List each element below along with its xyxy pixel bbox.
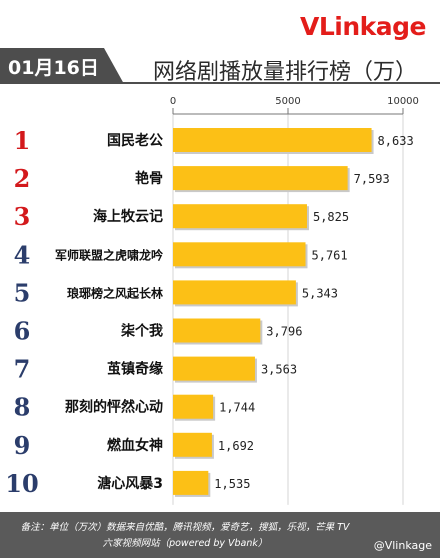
bar [173, 204, 307, 229]
tick-label: 0 [170, 96, 176, 107]
bar [173, 394, 214, 419]
weibo-watermark: @Vlinkage [373, 539, 432, 552]
category-label: 海上牧云记 [93, 208, 163, 225]
bar [173, 166, 348, 191]
chart-title: 网络剧播放量排行榜（万） [153, 60, 418, 85]
rank-number: 2 [14, 164, 31, 193]
rank-number: 7 [14, 355, 31, 384]
footer-note-line1: 备注：单位（万次）数据来自优酷，腾讯视频，爱奇艺，搜狐，乐视，芒果 TV [20, 522, 350, 533]
category-label: 溏心风暴3 [97, 475, 163, 492]
bar [173, 356, 255, 381]
value-label: 1,535 [214, 477, 250, 491]
rank-number: 4 [14, 240, 31, 269]
category-label: 军师联盟之虎啸龙吟 [55, 247, 163, 262]
logo-age: age [375, 12, 427, 41]
value-label: 5,825 [313, 210, 349, 224]
value-label: 7,593 [354, 172, 390, 186]
value-label: 8,633 [378, 134, 414, 148]
bar [173, 280, 296, 305]
tick-label: 10000 [387, 96, 419, 107]
bar [173, 242, 306, 267]
bar [173, 128, 372, 152]
date-label: 01月16日 [8, 57, 99, 79]
date-tab: 01月16日 [0, 48, 440, 84]
rank-number: 10 [5, 469, 38, 498]
value-label: 3,796 [266, 325, 302, 339]
footer: 备注：单位（万次）数据来自优酷，腾讯视频，爱奇艺，搜狐，乐视，芒果 TV 六家视… [0, 512, 440, 558]
bar [173, 432, 212, 457]
category-label: 琅琊榜之风起长林 [67, 285, 163, 300]
logo-v: V [299, 12, 319, 41]
rank-number: 9 [14, 431, 31, 460]
value-label: 1,744 [219, 401, 255, 415]
rank-number: 5 [14, 278, 31, 307]
value-label: 5,761 [312, 248, 348, 262]
bar [173, 318, 261, 343]
tick-label: 5000 [275, 96, 300, 107]
category-label: 那刻的怦然心动 [65, 399, 163, 416]
bar [173, 470, 209, 495]
value-label: 5,343 [302, 286, 338, 300]
rank-number: 8 [14, 393, 31, 422]
category-label: 艳骨 [135, 170, 163, 187]
value-label: 1,692 [218, 439, 254, 453]
vlinkage-logo: VLinkage [299, 12, 427, 42]
category-label: 国民老公 [107, 132, 163, 149]
date-tab-shape [0, 48, 440, 84]
category-label: 燃血女神 [107, 437, 163, 454]
category-label: 茧镇奇缘 [107, 361, 163, 378]
bar-chart: 0 5000 10000 1 国民老公 8,633 2 艳骨 7,593 3 海上牧云记 5,825 4… [5, 96, 419, 505]
rank-number: 3 [14, 202, 31, 231]
footer-note-line2: 六家视频网站（powered by Vbank） [102, 538, 268, 549]
logo-link: Link [318, 12, 376, 41]
category-label: 柒个我 [120, 323, 163, 340]
value-label: 3,563 [261, 363, 297, 377]
rank-number: 1 [14, 126, 31, 155]
rank-number: 6 [14, 317, 31, 346]
